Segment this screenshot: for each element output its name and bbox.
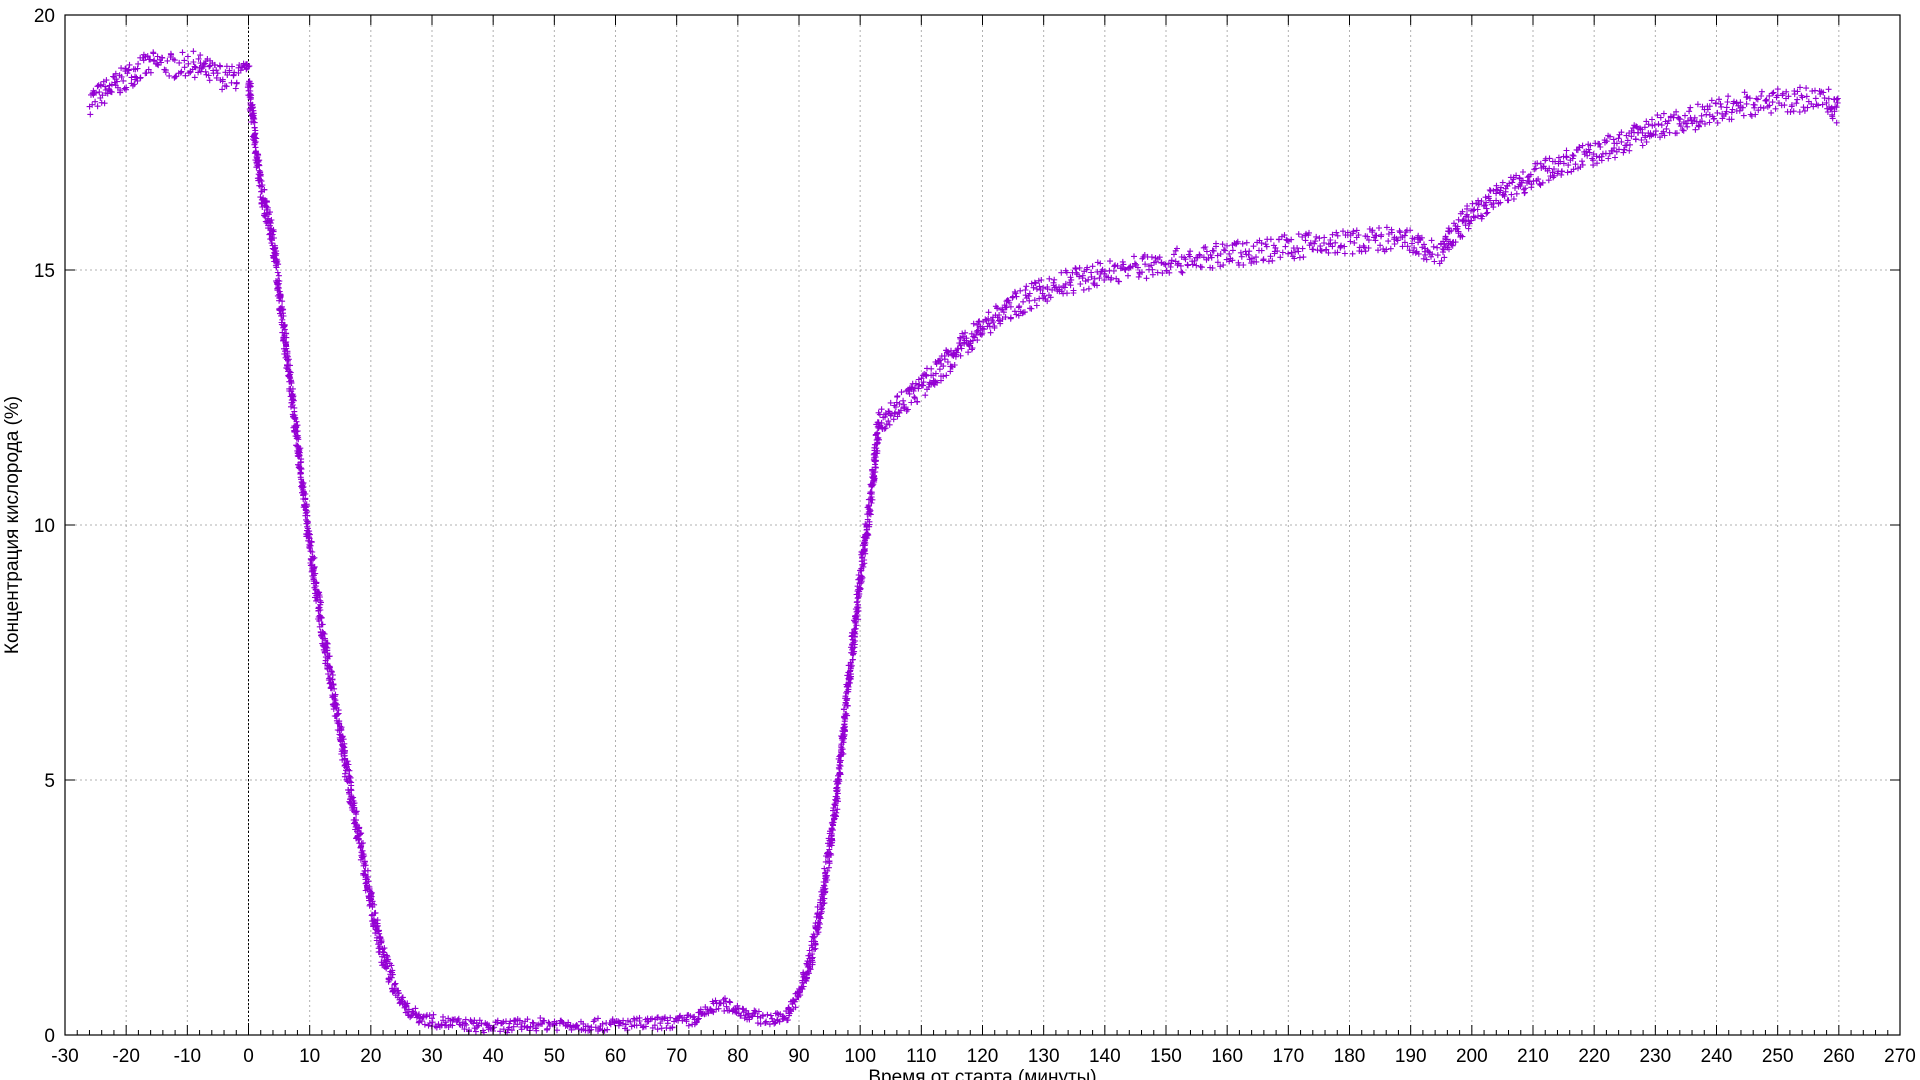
y-tick-label: 10 — [34, 516, 55, 537]
x-tick-label: 150 — [1150, 1046, 1182, 1067]
x-tick-label: 250 — [1762, 1046, 1794, 1067]
x-tick-label: 90 — [788, 1046, 809, 1067]
x-tick-label: 0 — [243, 1046, 254, 1067]
data-points — [86, 48, 1841, 1036]
y-axis-label: Концентрация кислорода (%) — [2, 396, 23, 654]
y-tick-label: 15 — [34, 261, 55, 282]
x-tick-label: 110 — [906, 1046, 936, 1067]
x-tick-label: 270 — [1884, 1046, 1916, 1067]
x-tick-label: 10 — [299, 1046, 320, 1067]
x-tick-label: 230 — [1639, 1046, 1671, 1067]
x-tick-label: 190 — [1395, 1046, 1427, 1067]
x-tick-label: 170 — [1272, 1046, 1304, 1067]
x-tick-label: 210 — [1517, 1046, 1549, 1067]
x-tick-label: 60 — [605, 1046, 626, 1067]
x-tick-label: -10 — [174, 1046, 201, 1067]
x-tick-label: 70 — [666, 1046, 687, 1067]
y-tick-label: 0 — [44, 1026, 55, 1047]
x-tick-label: 80 — [727, 1046, 748, 1067]
x-tick-label: 240 — [1701, 1046, 1733, 1067]
x-tick-label: 40 — [483, 1046, 504, 1067]
x-tick-label: 120 — [967, 1046, 999, 1067]
x-axis-ticks: -30 -20 -10 0 10 20 30 40 50 60 70 80 90 100 110 120 130… — [51, 15, 1916, 1067]
x-tick-label: 220 — [1578, 1046, 1610, 1067]
x-tick-label: 130 — [1028, 1046, 1060, 1067]
series-markers — [86, 48, 1841, 1036]
x-axis-label: Время от старта (минуты) — [868, 1067, 1096, 1080]
x-tick-label: 200 — [1456, 1046, 1488, 1067]
x-tick-label: -20 — [112, 1046, 139, 1067]
grid-lines — [65, 15, 1900, 1035]
x-tick-label: 260 — [1823, 1046, 1855, 1067]
x-tick-label: 180 — [1334, 1046, 1366, 1067]
x-tick-label: 160 — [1211, 1046, 1243, 1067]
x-tick-label: 140 — [1089, 1046, 1121, 1067]
x-tick-label: 20 — [360, 1046, 381, 1067]
y-axis-ticks: 0 5 10 15 20 — [34, 6, 1900, 1047]
x-tick-label: 100 — [844, 1046, 876, 1067]
x-tick-label: 50 — [544, 1046, 565, 1067]
x-tick-label: 30 — [421, 1046, 442, 1067]
x-tick-label: -30 — [51, 1046, 78, 1067]
y-tick-label: 20 — [34, 6, 55, 27]
y-tick-label: 5 — [44, 771, 55, 792]
